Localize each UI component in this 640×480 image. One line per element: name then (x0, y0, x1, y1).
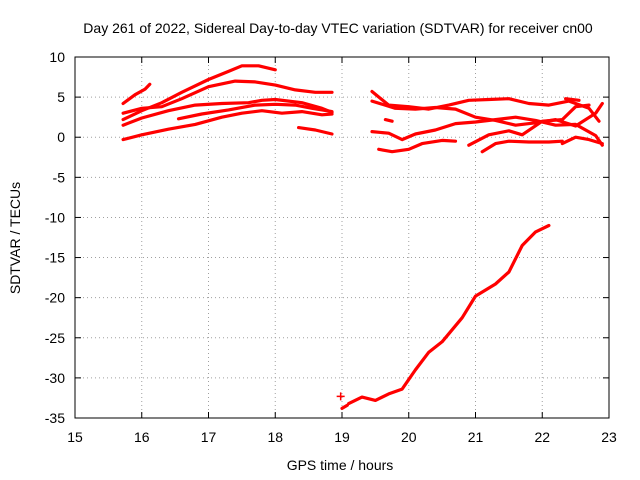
series-layer (121, 64, 604, 410)
y-tick-label: 10 (49, 49, 65, 65)
x-tick-label: 15 (67, 429, 83, 445)
series-trace-s3 (121, 79, 334, 115)
series-trace-s6 (176, 102, 334, 121)
x-tick-label: 20 (401, 429, 417, 445)
series-trace-s16 (480, 139, 564, 154)
y-tick-label: 0 (57, 129, 65, 145)
series-trace-s14 (383, 118, 394, 123)
series-trace-s13 (377, 138, 458, 154)
y-tick-label: -30 (45, 370, 65, 386)
y-tick-label: -5 (53, 169, 66, 185)
series-trace-s10 (370, 89, 601, 123)
series-trace-s12 (370, 115, 604, 147)
x-tick-label: 19 (334, 429, 350, 445)
series-trace-s18 (564, 97, 581, 102)
series-trace-s4 (121, 97, 334, 127)
x-tick-label: 17 (201, 429, 217, 445)
x-tick-label: 21 (468, 429, 484, 445)
y-axis-title: SDTVAR / TECUs (7, 182, 23, 294)
y-tick-label: -20 (45, 290, 65, 306)
series-trace-s8 (340, 403, 349, 410)
x-tick-labels: 15 16 17 18 19 20 21 22 23 (67, 429, 617, 445)
x-axis-title: GPS time / hours (287, 457, 394, 473)
x-tick-label: 18 (267, 429, 283, 445)
series-trace-s5 (121, 109, 334, 142)
series-trace-s17 (560, 135, 604, 146)
series-trace-s1 (121, 82, 152, 106)
y-tick-label: -25 (45, 330, 65, 346)
y-tick-label: 5 (57, 89, 65, 105)
series-trace-s7 (297, 126, 334, 136)
series-trace-s9 (347, 223, 551, 406)
y-tick-labels: 10 5 0 -5 -10 -15 -20 -25 -30 -35 (45, 49, 65, 426)
series-trace-s15 (467, 103, 591, 147)
y-tick-label: -35 (45, 410, 65, 426)
x-tick-label: 22 (534, 429, 550, 445)
plus-marker (336, 392, 345, 401)
y-tick-label: -10 (45, 209, 65, 225)
x-tick-label: 23 (601, 429, 617, 445)
tick-layer (74, 56, 610, 419)
x-tick-label: 16 (134, 429, 150, 445)
point-layer (336, 392, 345, 401)
y-tick-label: -15 (45, 250, 65, 266)
chart-title: Day 261 of 2022, Sidereal Day-to-day VTE… (83, 20, 593, 36)
